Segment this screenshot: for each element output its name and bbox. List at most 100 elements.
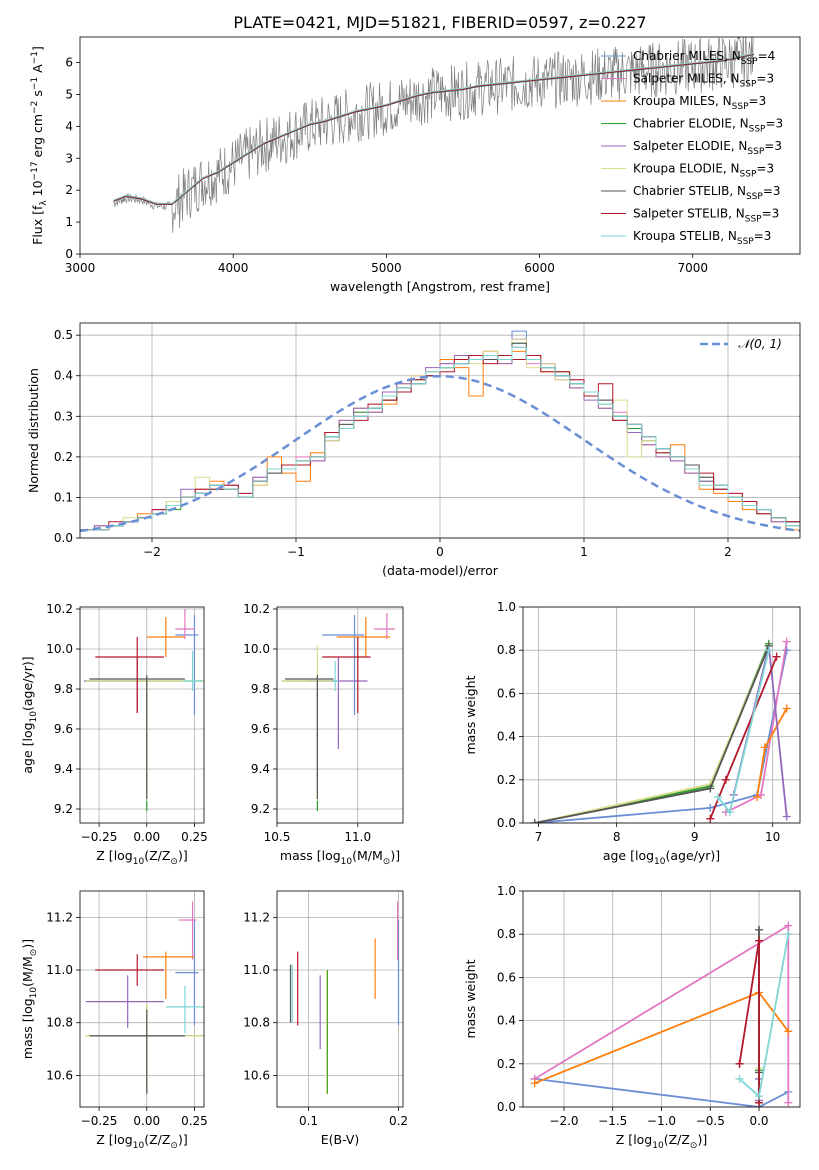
y-tick-label: 0.8 xyxy=(497,927,516,941)
y-tick-label: 10.0 xyxy=(243,642,270,656)
legend-entry: Salpeter STELIB, NSSP=3 xyxy=(633,207,779,225)
y-tick-label: 0 xyxy=(65,247,73,261)
weight-marker xyxy=(714,793,723,802)
legend-entry: Kroupa MILES, NSSP=3 xyxy=(633,94,766,112)
y-tick-label: 2 xyxy=(65,183,73,197)
weight-marker xyxy=(760,743,769,752)
legend-entry: 𝒩(0, 1) xyxy=(738,337,782,351)
x-tick-label: 0.25 xyxy=(181,830,208,844)
panel-mass-vs-ebv: 0.1 0.2 10.6 10.8 11.0 11.2 E(B-V) xyxy=(243,890,408,1147)
weight-marker xyxy=(782,637,791,646)
weight-marker xyxy=(784,1098,793,1107)
errorbar-7 xyxy=(95,637,164,713)
errorbar-5 xyxy=(85,1004,204,1094)
weight-marker xyxy=(755,925,764,934)
x-tick-label: 11.0 xyxy=(344,830,371,844)
weight-marker xyxy=(735,1059,744,1068)
weight-marker xyxy=(706,803,715,812)
y-tick-label: 1.0 xyxy=(497,600,516,614)
weight-line-4 xyxy=(732,645,788,817)
y-tick-label: 11.0 xyxy=(46,963,73,977)
x-tick-label: 10.5 xyxy=(264,830,291,844)
x-tick-label: −2.0 xyxy=(549,1114,578,1128)
y-tick-label: 10.2 xyxy=(46,602,73,616)
x-tick-label: 0.25 xyxy=(181,1114,208,1128)
y-tick-label: 0.4 xyxy=(497,730,516,744)
model-line-6 xyxy=(113,54,755,205)
legend: Chabrier MILES, NSSP=4 Salpeter MILES, NS… xyxy=(601,49,783,247)
y-tick-label: 0.8 xyxy=(497,643,516,657)
errorbar-3 xyxy=(281,677,337,811)
y-tick-label: 1.0 xyxy=(497,884,516,898)
gaussian-curve xyxy=(80,374,800,533)
y-tick-label: 0.6 xyxy=(497,686,516,700)
weight-marker xyxy=(784,930,793,939)
y-tick-label: 10.0 xyxy=(46,642,73,656)
weight-marker xyxy=(753,793,762,802)
plot-area xyxy=(80,330,800,533)
errorbar-6 xyxy=(285,675,334,799)
x-tick-label: −1.0 xyxy=(647,1114,676,1128)
y-tick-label: 4 xyxy=(65,119,73,133)
y-tick-label: 0.4 xyxy=(497,1014,516,1028)
y-tick-label: 0.0 xyxy=(54,531,73,545)
panel-age-vs-mass: 10.5 11.0 9.2 9.4 9.6 9.8 10.0 10.2 mass [log10(… xyxy=(243,602,404,867)
x-tick-label: 0.00 xyxy=(133,1114,160,1128)
panels: 3000 4000 5000 6000 7000 0 1 2 3 4 5 6 Chabrier MILE… xyxy=(20,36,801,1151)
errorbar-8 xyxy=(165,985,204,1034)
errorbar-1 xyxy=(175,609,195,639)
errorbar-5 xyxy=(281,645,337,801)
axes-frame xyxy=(79,606,205,824)
axes-frame xyxy=(79,36,801,255)
x-tick-label: 7 xyxy=(535,830,543,844)
weight-marker xyxy=(721,775,730,784)
x-axis-label: E(B-V) xyxy=(321,1132,360,1147)
y-tick-label: 10.6 xyxy=(243,1068,270,1082)
y-axis-label: Flux [fλ 10−17 erg cm−2 s−1 A−1] xyxy=(30,46,49,245)
plot-area xyxy=(83,609,204,811)
y-tick-label: 10.6 xyxy=(46,1068,73,1082)
weight-marker xyxy=(772,652,781,661)
x-tick-label: 3000 xyxy=(65,261,96,275)
plot-area xyxy=(530,921,793,1107)
weight-marker xyxy=(530,819,539,823)
panel-spectrum: 3000 4000 5000 6000 7000 0 1 2 3 4 5 6 Chabrier MILE… xyxy=(30,36,801,294)
errorbar-8 xyxy=(331,661,339,691)
y-tick-label: 9.8 xyxy=(54,682,73,696)
y-tick-label: 9.6 xyxy=(54,722,73,736)
x-tick-label: −2 xyxy=(143,545,161,559)
y-tick-label: 10.2 xyxy=(243,602,270,616)
errorbar-2 xyxy=(146,617,185,657)
legend-entry: Chabrier ELODIE, NSSP=3 xyxy=(633,117,783,135)
errorbar-2 xyxy=(336,617,391,657)
plot-area xyxy=(289,901,400,1094)
errorbar-7 xyxy=(95,954,164,986)
y-axis-label: mass weight xyxy=(463,959,478,1038)
x-tick-label: 7000 xyxy=(677,261,708,275)
weight-line-0 xyxy=(534,650,788,823)
y-tick-label: 0.2 xyxy=(497,1057,516,1071)
x-tick-label: 0 xyxy=(436,545,444,559)
weight-marker xyxy=(725,808,734,817)
weight-marker xyxy=(782,812,791,821)
y-tick-label: 1 xyxy=(65,215,73,229)
y-axis-label: mass [log10(M/M⊙)] xyxy=(20,939,39,1059)
x-axis-label: wavelength [Angstrom, rest frame] xyxy=(330,279,550,294)
y-tick-label: 0.2 xyxy=(54,450,73,464)
y-tick-label: 0.0 xyxy=(497,1100,516,1114)
x-tick-label: −0.5 xyxy=(696,1114,725,1128)
y-tick-label: 9.4 xyxy=(54,762,73,776)
weight-marker xyxy=(764,646,773,655)
y-tick-label: 5 xyxy=(65,87,73,101)
x-axis-label: Z [log10(Z/Z⊙)] xyxy=(96,848,187,867)
model-line-8 xyxy=(113,52,755,204)
errorbar-1 xyxy=(373,613,395,639)
errorbar-5 xyxy=(85,677,204,801)
x-tick-label: 9 xyxy=(691,830,699,844)
x-tick-label: 0.2 xyxy=(389,1114,408,1128)
legend-entry: Chabrier MILES, NSSP=4 xyxy=(633,49,775,67)
plot-area xyxy=(530,637,791,823)
weight-marker xyxy=(784,921,793,930)
plot-area xyxy=(113,37,755,233)
